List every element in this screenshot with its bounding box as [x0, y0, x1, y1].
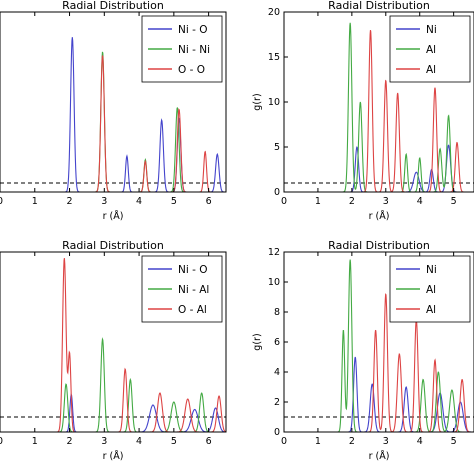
legend-label: Ni	[426, 24, 437, 36]
x-tick-label: 0	[281, 436, 287, 447]
y-tick-label: 0	[274, 427, 280, 438]
legend-label: Al	[426, 64, 436, 76]
plot-frame	[0, 11, 227, 193]
y-tick-label: 10	[268, 277, 280, 288]
y-tick-label: 10	[268, 97, 280, 108]
series-line-3	[0, 258, 226, 432]
panel-1: Radial Distribution0123456r (Å)Ni - ONi …	[0, 0, 227, 222]
y-tick-label: 15	[268, 52, 280, 63]
legend-label: Ni - Al	[178, 284, 209, 296]
legend: Ni - O Ni - Ni O - O	[141, 15, 223, 83]
y-tick-label: 2	[274, 397, 280, 408]
x-tick-label: 2	[67, 196, 73, 207]
chart-title: Radial Distribution	[328, 0, 430, 12]
x-tick-label: 5	[171, 196, 177, 207]
x-tick-label: 4	[136, 436, 142, 447]
y-axis-label: g(r)	[252, 333, 263, 350]
x-tick-label: 2	[349, 196, 355, 207]
series-line-2	[284, 22, 474, 192]
x-tick-label: 2	[349, 436, 355, 447]
x-tick-label: 5	[171, 436, 177, 447]
legend-box	[389, 15, 471, 83]
y-tick-label: 4	[274, 367, 280, 378]
x-axis-label: r (Å)	[103, 210, 124, 222]
y-tick-label: 8	[274, 307, 280, 318]
y-axis-label: g(r)	[252, 93, 263, 110]
x-tick-label: 4	[417, 436, 423, 447]
legend-label: Ni	[426, 264, 437, 276]
legend-label: Ni - O	[178, 264, 208, 276]
legend-label: Ni - O	[178, 24, 208, 36]
x-tick-label: 0	[0, 436, 3, 447]
legend-label: O - Al	[178, 304, 207, 316]
legend-label: Al	[426, 44, 436, 56]
legend: Ni Al Al	[389, 15, 471, 83]
chart-title: Radial Distribution	[62, 239, 164, 252]
x-tick-label: 0	[281, 196, 287, 207]
x-tick-label: 3	[383, 196, 389, 207]
chart-title: Radial Distribution	[62, 0, 164, 12]
x-tick-label: 4	[136, 196, 142, 207]
x-tick-label: 4	[417, 196, 423, 207]
x-tick-label: 2	[67, 436, 73, 447]
y-tick-label: 5	[274, 142, 280, 153]
y-tick-label: 20	[268, 7, 280, 18]
y-tick-label: 0	[274, 187, 280, 198]
plot-frame	[0, 251, 227, 433]
x-axis-label: r (Å)	[103, 450, 124, 462]
legend-box	[141, 15, 223, 83]
legend-label: Al	[426, 284, 436, 296]
x-tick-label: 1	[32, 436, 38, 447]
panel-3: Radial Distribution0123456r (Å)Ni - ONi …	[0, 239, 227, 462]
legend-label: Ni - Ni	[178, 44, 210, 56]
legend: Ni Al Al	[389, 255, 471, 323]
series-line-1	[0, 392, 226, 432]
x-tick-label: 1	[315, 196, 321, 207]
series-line-2	[0, 337, 226, 432]
x-axis-label: r (Å)	[369, 450, 390, 462]
panel-2: Radial Distribution 0 1 2 3 4 5 0 5 10 15 20 r (Å) g(…	[252, 0, 474, 222]
x-tick-label: 1	[315, 436, 321, 447]
x-tick-label: 3	[101, 196, 107, 207]
x-tick-label: 6	[206, 436, 212, 447]
legend: Ni - O Ni - Al O - Al	[141, 255, 223, 323]
y-tick-label: 12	[268, 247, 280, 258]
x-axis-label: r (Å)	[369, 210, 390, 222]
series-line-2	[284, 259, 474, 432]
x-tick-label: 0	[0, 196, 3, 207]
x-tick-label: 6	[206, 196, 212, 207]
chart-title: Radial Distribution	[328, 239, 430, 252]
x-tick-label: 5	[451, 196, 457, 207]
legend-label: Al	[426, 304, 436, 316]
legend-label: O - O	[178, 64, 205, 76]
x-tick-label: 3	[101, 436, 107, 447]
x-tick-label: 3	[383, 436, 389, 447]
x-tick-label: 5	[451, 436, 457, 447]
y-tick-label: 6	[274, 337, 280, 348]
x-tick-label: 1	[32, 196, 38, 207]
